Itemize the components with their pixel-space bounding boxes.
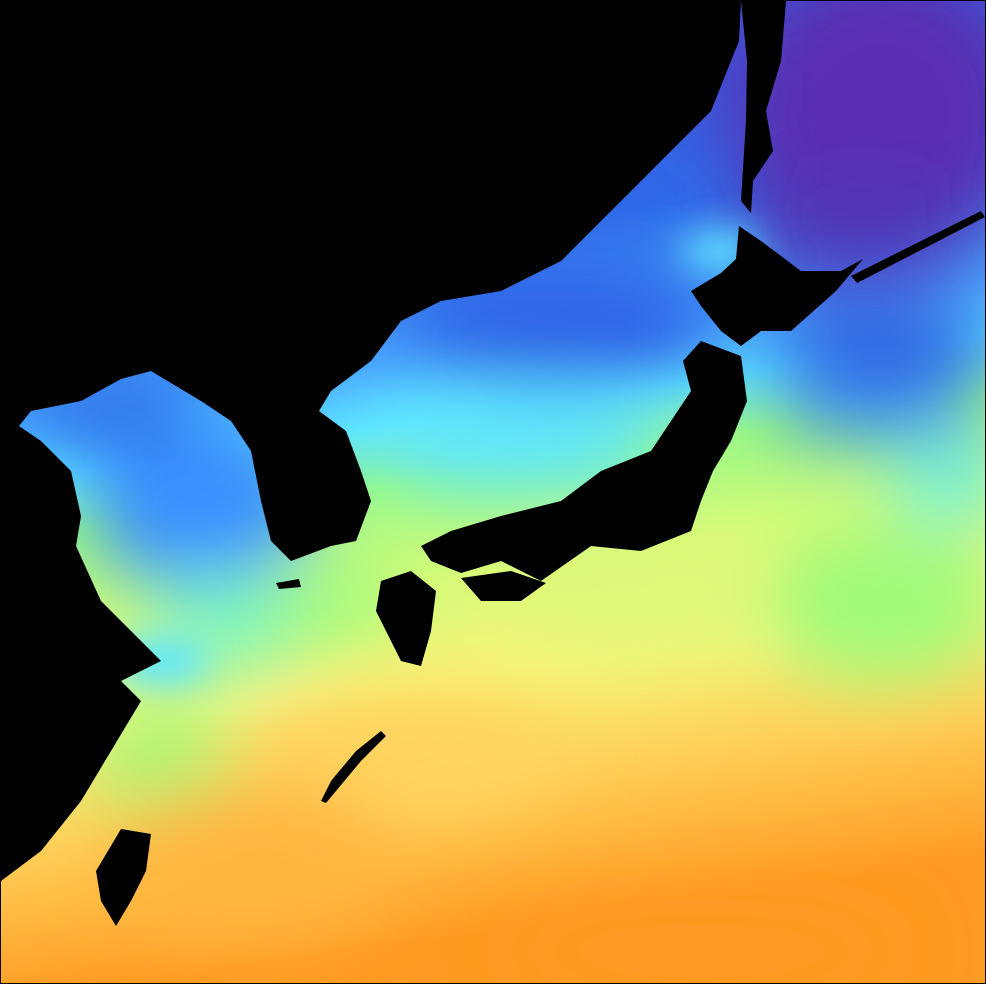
taiwan <box>96 829 151 926</box>
asian-continent-and-korea <box>1 1 741 881</box>
jeju-island <box>276 579 301 589</box>
honshu <box>421 341 747 581</box>
hokkaido <box>691 226 863 346</box>
kuril-islands <box>851 211 985 283</box>
ryukyu-islands <box>321 731 386 803</box>
kyushu <box>376 571 436 666</box>
shikoku <box>461 571 546 601</box>
land-masses <box>1 1 985 926</box>
sakhalin <box>741 1 786 213</box>
